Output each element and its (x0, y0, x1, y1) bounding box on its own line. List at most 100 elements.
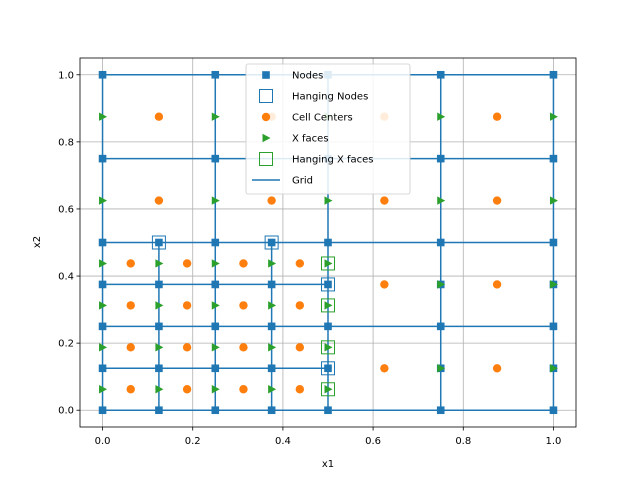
y-tick-label: 0.0 (58, 406, 74, 417)
node-point (211, 322, 220, 331)
hanging-node-point (321, 277, 335, 292)
hanging-x-face-point (321, 298, 335, 313)
cell-center-point (182, 259, 192, 268)
x-face-point (437, 196, 446, 205)
node-point (324, 322, 332, 331)
x-face-point (211, 259, 220, 268)
node-point (211, 154, 220, 163)
x-face-point (268, 385, 277, 394)
y-ticks: 0.0 0.2 0.4 0.6 0.8 1.0 (58, 70, 80, 417)
node-point (267, 280, 276, 289)
hanging-x-face-point (321, 340, 335, 355)
cell-center-point (154, 112, 164, 121)
node-point (211, 406, 220, 415)
x-ticks: 0.0 0.2 0.4 0.6 0.8 1.0 (95, 427, 561, 447)
markers (98, 70, 558, 415)
node-point (98, 70, 107, 79)
cell-center-point (126, 343, 135, 352)
legend-label-grid: Grid (292, 176, 313, 187)
x-face-point (324, 385, 333, 394)
node-point (267, 322, 276, 331)
node-point (211, 238, 220, 247)
cell-center-point (154, 196, 164, 205)
x-face-point (549, 112, 558, 121)
node-point (211, 280, 220, 289)
cell-center-point (239, 385, 248, 394)
node-point (98, 406, 107, 415)
node-point (155, 406, 163, 415)
node-point (211, 70, 220, 79)
x-face-point (99, 385, 108, 394)
node-point (98, 322, 107, 331)
cell-center-point (295, 343, 305, 352)
legend-marker-cell-centers (261, 112, 271, 122)
x-face-point (549, 364, 558, 373)
x-face-point (324, 343, 333, 352)
legend-label-hanging-x-faces: Hanging X faces (292, 155, 374, 166)
node-point (98, 154, 107, 163)
node-point (436, 154, 445, 163)
cell-center-point (380, 280, 389, 289)
x-face-point (155, 385, 164, 394)
y-axis-label: x2 (32, 236, 43, 248)
cell-center-point (295, 385, 305, 394)
x-tick-label: 0.2 (185, 436, 201, 447)
x-face-point (268, 259, 277, 268)
node-point (98, 238, 107, 247)
node-point (98, 364, 107, 373)
x-face-point (155, 343, 164, 352)
node-point (211, 364, 220, 373)
node-point (324, 364, 332, 373)
x-face-point (324, 196, 333, 205)
x-face-point (155, 259, 164, 268)
cell-center-point (239, 259, 248, 268)
node-point (155, 280, 163, 289)
legend-marker-x-faces (262, 133, 271, 143)
x-face-point (211, 343, 220, 352)
y-tick-label: 1.0 (58, 70, 74, 81)
x-face-point (268, 343, 277, 352)
x-face-point (99, 301, 108, 310)
plot-frame (79, 57, 577, 428)
cell-center-point (492, 112, 502, 121)
node-point (549, 238, 558, 247)
hanging-x-face-point (321, 256, 335, 271)
x-face-point (211, 196, 220, 205)
x-tick-label: 0.4 (275, 436, 291, 447)
y-tick-label: 0.8 (58, 137, 74, 148)
x-face-point (211, 112, 220, 121)
x-tick-label: 0.0 (95, 436, 111, 447)
x-face-point (99, 343, 108, 352)
x-face-point (155, 301, 164, 310)
cell-center-point (267, 196, 276, 205)
cell-center-point (182, 385, 192, 394)
node-point (436, 406, 445, 415)
cell-center-point (492, 364, 502, 373)
cell-center-point (126, 259, 135, 268)
hanging-node-point (264, 235, 279, 250)
node-point (155, 364, 163, 373)
node-point (155, 238, 163, 247)
cell-center-point (182, 343, 192, 352)
x-axis-label: x1 (322, 459, 334, 470)
y-tick-label: 0.2 (58, 339, 74, 350)
legend: Nodes Hanging Nodes Cell Centers X faces Han… (245, 63, 411, 195)
x-face-point (211, 301, 220, 310)
x-face-point (99, 112, 108, 121)
node-point (267, 406, 276, 415)
node-point (549, 322, 558, 331)
cell-center-point (380, 364, 389, 373)
node-point (98, 280, 107, 289)
cell-center-point (239, 343, 248, 352)
x-face-point (211, 385, 220, 394)
legend-box (245, 63, 411, 195)
x-tick-label: 0.6 (365, 436, 381, 447)
node-point (436, 322, 445, 331)
x-face-point (549, 196, 558, 205)
x-face-point (437, 364, 446, 373)
cell-center-point (239, 301, 248, 310)
node-point (155, 322, 163, 331)
legend-label-nodes: Nodes (292, 71, 323, 82)
legend-label-x-faces: X faces (292, 134, 329, 145)
node-point (549, 406, 558, 415)
